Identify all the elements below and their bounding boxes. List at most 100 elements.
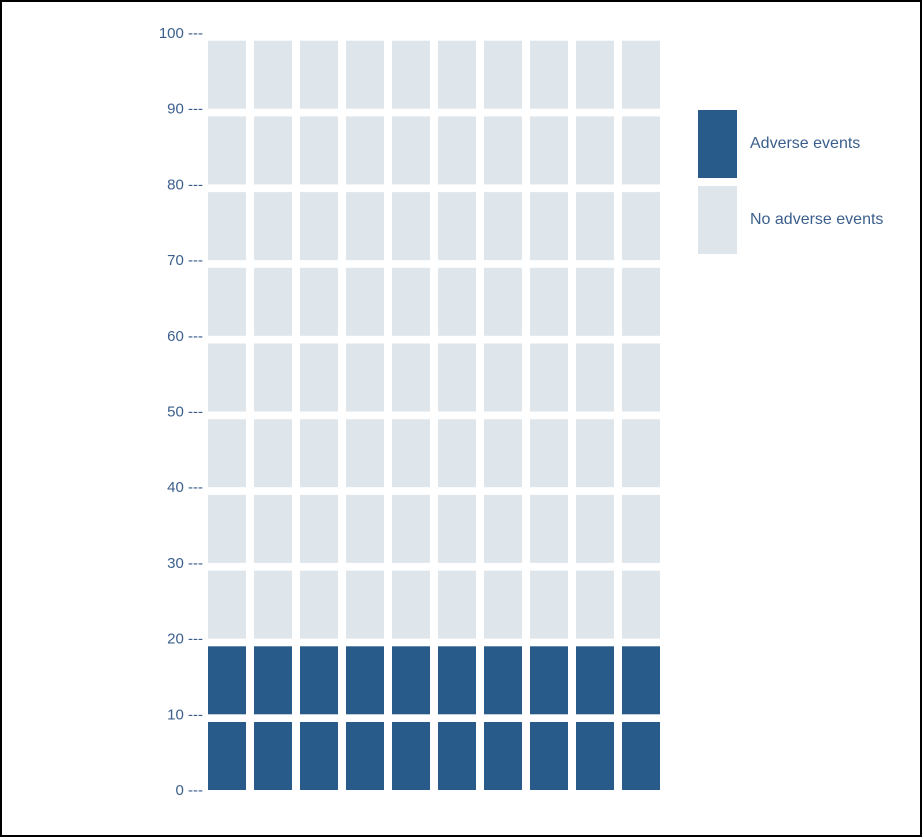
legend: Adverse events No adverse events (698, 110, 883, 254)
waffle-cell (208, 419, 246, 487)
waffle-cell (346, 419, 384, 487)
waffle-cell (622, 722, 660, 790)
legend-label: Adverse events (750, 135, 860, 152)
waffle-cell (392, 344, 430, 412)
waffle-cell (484, 192, 522, 260)
waffle-cell (254, 495, 292, 563)
waffle-cell (576, 419, 614, 487)
waffle-cell (300, 495, 338, 563)
waffle-cell (622, 192, 660, 260)
waffle-cell (484, 495, 522, 563)
waffle-cell (208, 41, 246, 109)
waffle-cell (208, 722, 246, 790)
waffle-cell (254, 116, 292, 184)
waffle-cell (530, 495, 568, 563)
waffle-cell (208, 116, 246, 184)
waffle-cell (346, 41, 384, 109)
waffle-cell (438, 419, 476, 487)
legend-label: No adverse events (750, 211, 883, 228)
waffle-cell (484, 722, 522, 790)
waffle-cell (254, 192, 292, 260)
waffle-cell (438, 268, 476, 336)
waffle-cell (438, 495, 476, 563)
waffle-cell (392, 41, 430, 109)
legend-swatch (698, 186, 737, 254)
waffle-cell (622, 419, 660, 487)
waffle-cell (576, 41, 614, 109)
waffle-cell (208, 344, 246, 412)
waffle-cell (346, 268, 384, 336)
waffle-cell (530, 646, 568, 714)
waffle-cell (622, 268, 660, 336)
waffle-cell (300, 646, 338, 714)
waffle-cell (484, 268, 522, 336)
waffle-cell (438, 192, 476, 260)
waffle-cell (254, 268, 292, 336)
waffle-cell (622, 646, 660, 714)
y-tick-label: 90 --- (167, 101, 203, 118)
waffle-cell (576, 344, 614, 412)
waffle-cell (484, 419, 522, 487)
waffle-cell (576, 722, 614, 790)
waffle-cell (300, 192, 338, 260)
waffle-cell (530, 571, 568, 639)
waffle-cell (300, 268, 338, 336)
waffle-cell (530, 268, 568, 336)
waffle-cell (484, 646, 522, 714)
waffle-cell (346, 116, 384, 184)
waffle-cell (392, 571, 430, 639)
waffle-cell (622, 495, 660, 563)
waffle-cell (254, 419, 292, 487)
waffle-cell (300, 419, 338, 487)
y-tick-label: 100 --- (159, 25, 203, 42)
waffle-cell (300, 344, 338, 412)
y-axis-ticks: 0 --- 10 --- 20 --- 30 --- 40 --- 50 --- 60 --… (159, 25, 203, 799)
waffle-cell (392, 495, 430, 563)
waffle-cell (530, 419, 568, 487)
waffle-cell (530, 41, 568, 109)
waffle-cell (484, 41, 522, 109)
waffle-cell (208, 495, 246, 563)
waffle-cell (576, 646, 614, 714)
waffle-cell (392, 268, 430, 336)
waffle-cell (346, 722, 384, 790)
waffle-cell (254, 571, 292, 639)
waffle-cell (576, 571, 614, 639)
waffle-cell (530, 192, 568, 260)
y-tick-label: 30 --- (167, 555, 203, 572)
y-tick-label: 10 --- (167, 706, 203, 723)
waffle-cell (300, 116, 338, 184)
waffle-cell (438, 571, 476, 639)
waffle-cell (484, 571, 522, 639)
waffle-cell (392, 646, 430, 714)
waffle-cell (300, 571, 338, 639)
waffle-cell (576, 116, 614, 184)
waffle-cell (392, 722, 430, 790)
waffle-cell (530, 116, 568, 184)
y-tick-label: 80 --- (167, 176, 203, 193)
waffle-cell (300, 41, 338, 109)
waffle-cell (346, 571, 384, 639)
y-tick-label: 50 --- (167, 404, 203, 421)
waffle-cell (346, 192, 384, 260)
waffle-cell (346, 495, 384, 563)
waffle-cell (622, 344, 660, 412)
waffle-cell (438, 116, 476, 184)
waffle-cell (300, 722, 338, 790)
waffle-cell (438, 41, 476, 109)
waffle-cell (392, 116, 430, 184)
waffle-cell (346, 646, 384, 714)
y-tick-label: 20 --- (167, 631, 203, 648)
waffle-cell (484, 116, 522, 184)
waffle-cell (530, 344, 568, 412)
waffle-cell (484, 344, 522, 412)
waffle-cell (392, 192, 430, 260)
waffle-cell (438, 646, 476, 714)
waffle-cell (392, 419, 430, 487)
y-tick-label: 70 --- (167, 252, 203, 269)
waffle-cell (254, 646, 292, 714)
waffle-cell (576, 495, 614, 563)
y-tick-label: 0 --- (176, 782, 204, 799)
